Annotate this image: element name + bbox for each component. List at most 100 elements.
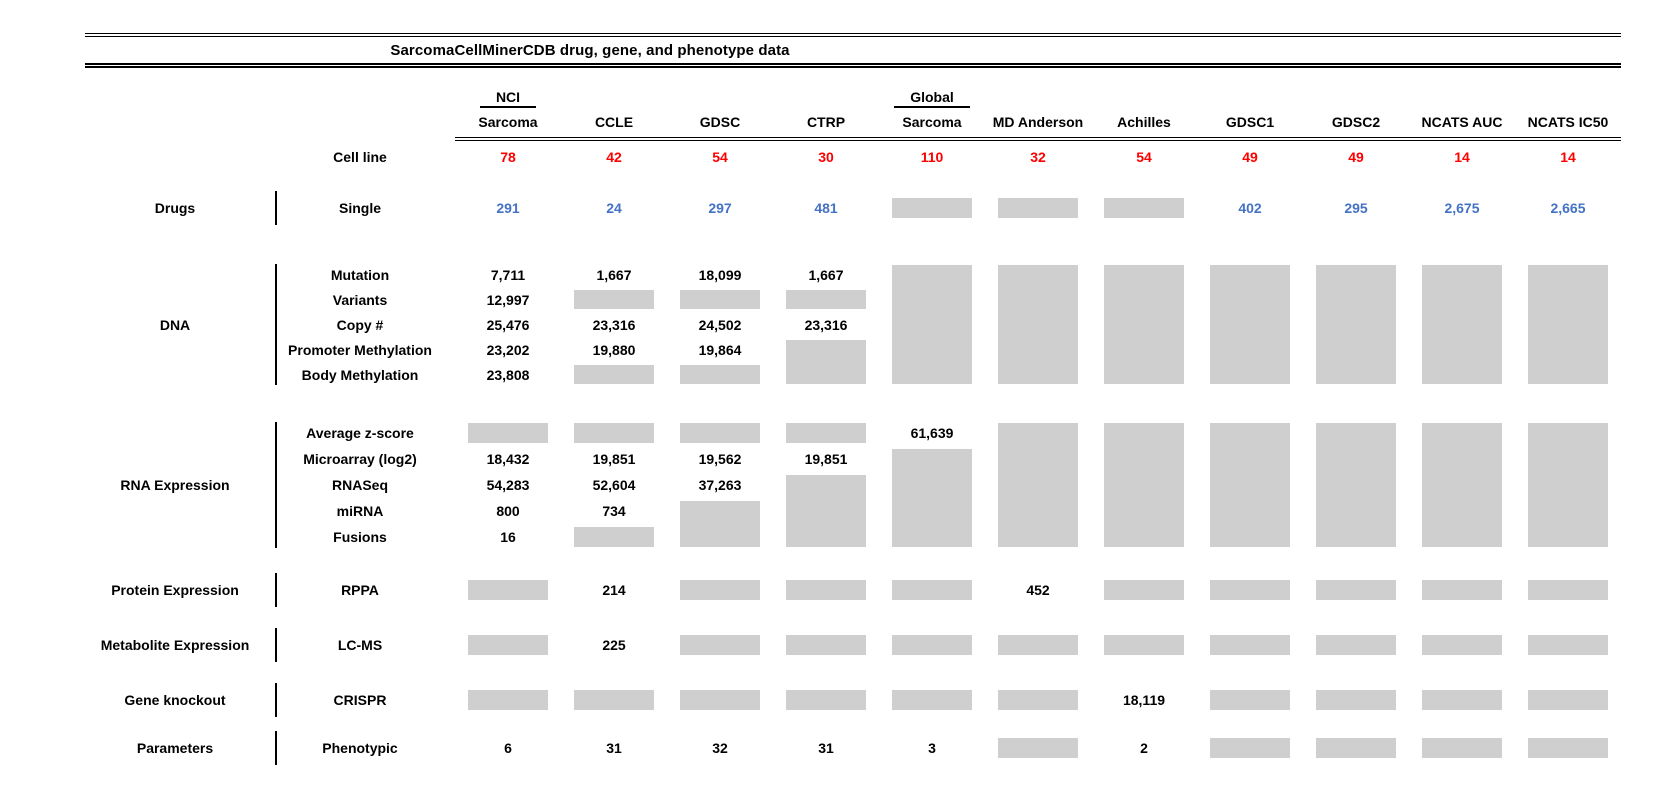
data-value: 12,997 xyxy=(486,291,530,308)
no-data-cell xyxy=(1303,262,1409,387)
data-value: 3 xyxy=(928,740,936,756)
no-data-cell xyxy=(1409,735,1515,761)
no-data-box xyxy=(786,635,866,655)
column-header-top-nci: NCI xyxy=(455,86,561,108)
no-data-box xyxy=(1422,738,1502,758)
no-data-box xyxy=(892,265,972,384)
no-data-cell xyxy=(1515,262,1621,387)
data-value: 32 xyxy=(712,740,728,756)
no-data-box xyxy=(680,580,760,600)
no-data-cell xyxy=(455,420,561,446)
no-data-box xyxy=(468,690,548,710)
group-rna-expression: RNA Expression Average z-score 61,639 Micro… xyxy=(85,420,1621,550)
no-data-box xyxy=(1210,738,1290,758)
no-data-cell xyxy=(455,577,561,603)
no-data-box xyxy=(998,265,1078,384)
no-data-box xyxy=(1528,635,1608,655)
data-value: 23,316 xyxy=(592,316,636,333)
no-data-box xyxy=(574,290,654,309)
title-top-rule xyxy=(85,33,1621,37)
column-header-sarcoma: Sarcoma xyxy=(478,114,538,130)
data-value: 24,502 xyxy=(698,316,742,333)
group-protein-expression: Protein Expression RPPA 214 452 xyxy=(85,573,1621,607)
no-data-cell xyxy=(1515,687,1621,713)
column-header-md-anderson: MD Anderson xyxy=(992,114,1084,130)
row-label-variants: Variants xyxy=(332,291,388,308)
data-value: 61,639 xyxy=(910,425,954,441)
no-data-cell xyxy=(1409,262,1515,387)
group-drugs: Drugs Single 291 24 297 481 402 295 2,675 2,665 xyxy=(85,191,1621,225)
no-data-box xyxy=(574,423,654,443)
no-data-box xyxy=(1528,690,1608,710)
row-label-rnaseq: RNASeq xyxy=(331,477,388,493)
cell-line-count: 110 xyxy=(920,149,944,165)
row-label-fusions: Fusions xyxy=(333,529,387,545)
no-data-box xyxy=(1422,423,1502,547)
no-data-cell xyxy=(1197,632,1303,658)
no-data-box xyxy=(1422,265,1502,384)
data-value: 734 xyxy=(602,503,626,519)
no-data-cell xyxy=(1303,577,1409,603)
no-data-box xyxy=(998,738,1078,758)
row-label-single: Single xyxy=(338,200,381,216)
no-data-box xyxy=(680,365,760,384)
category-label-parameters: Parameters xyxy=(136,740,214,756)
data-value: 25,476 xyxy=(486,316,530,333)
row-label-crispr: CRISPR xyxy=(333,692,387,708)
cell-line-count: 54 xyxy=(1136,149,1152,165)
data-value: 481 xyxy=(814,200,838,216)
category-separator-bar xyxy=(275,628,277,662)
no-data-cell xyxy=(773,577,879,603)
data-value: 2,675 xyxy=(1444,200,1480,216)
no-data-cell xyxy=(879,446,985,550)
no-data-cell xyxy=(1409,577,1515,603)
category-label-drugs: Drugs xyxy=(154,200,196,216)
data-value: 52,604 xyxy=(592,477,636,493)
no-data-cell xyxy=(773,687,879,713)
cell-line-count: 49 xyxy=(1242,149,1258,165)
row-label-phenotypic: Phenotypic xyxy=(322,740,398,756)
cell-line-count: 78 xyxy=(500,149,516,165)
no-data-box xyxy=(1210,635,1290,655)
no-data-cell xyxy=(667,362,773,387)
no-data-cell xyxy=(1515,632,1621,658)
no-data-cell xyxy=(561,524,667,550)
no-data-box xyxy=(680,290,760,309)
no-data-cell xyxy=(667,632,773,658)
no-data-cell xyxy=(1303,420,1409,550)
no-data-cell xyxy=(773,337,879,387)
no-data-cell xyxy=(1091,262,1197,387)
column-header-ncats-ic50: NCATS IC50 xyxy=(1527,114,1609,130)
row-label-promoter-methylation: Promoter Methylation xyxy=(288,341,432,358)
no-data-cell xyxy=(773,632,879,658)
no-data-box xyxy=(892,690,972,710)
no-data-box xyxy=(468,423,548,443)
data-value: 225 xyxy=(602,637,626,653)
no-data-cell xyxy=(985,195,1091,221)
no-data-box xyxy=(1528,423,1608,547)
no-data-box xyxy=(786,580,866,600)
no-data-cell xyxy=(1197,420,1303,550)
data-value: 402 xyxy=(1238,200,1262,216)
no-data-box xyxy=(998,423,1078,547)
group-parameters: Parameters Phenotypic 6 31 32 31 3 2 xyxy=(85,731,1621,765)
no-data-box xyxy=(892,449,972,547)
no-data-box xyxy=(998,635,1078,655)
table-header: NCI Sarcoma CCLE GDSC CTRP Global Sarcoma MD An… xyxy=(85,86,1621,172)
group-gene-knockout: Gene knockout CRISPR 18,119 xyxy=(85,683,1621,717)
no-data-cell xyxy=(1091,577,1197,603)
data-value: 6 xyxy=(504,740,512,756)
no-data-cell xyxy=(985,632,1091,658)
no-data-cell xyxy=(879,195,985,221)
no-data-box xyxy=(892,580,972,600)
no-data-cell xyxy=(667,687,773,713)
no-data-cell xyxy=(667,498,773,550)
data-value: 19,864 xyxy=(698,341,742,358)
header-double-rule xyxy=(455,137,1621,141)
no-data-box xyxy=(680,690,760,710)
no-data-box xyxy=(1104,423,1184,547)
no-data-cell xyxy=(561,287,667,312)
no-data-box xyxy=(1422,690,1502,710)
column-header-gdsc2: GDSC2 xyxy=(1331,114,1381,130)
no-data-box xyxy=(1210,690,1290,710)
